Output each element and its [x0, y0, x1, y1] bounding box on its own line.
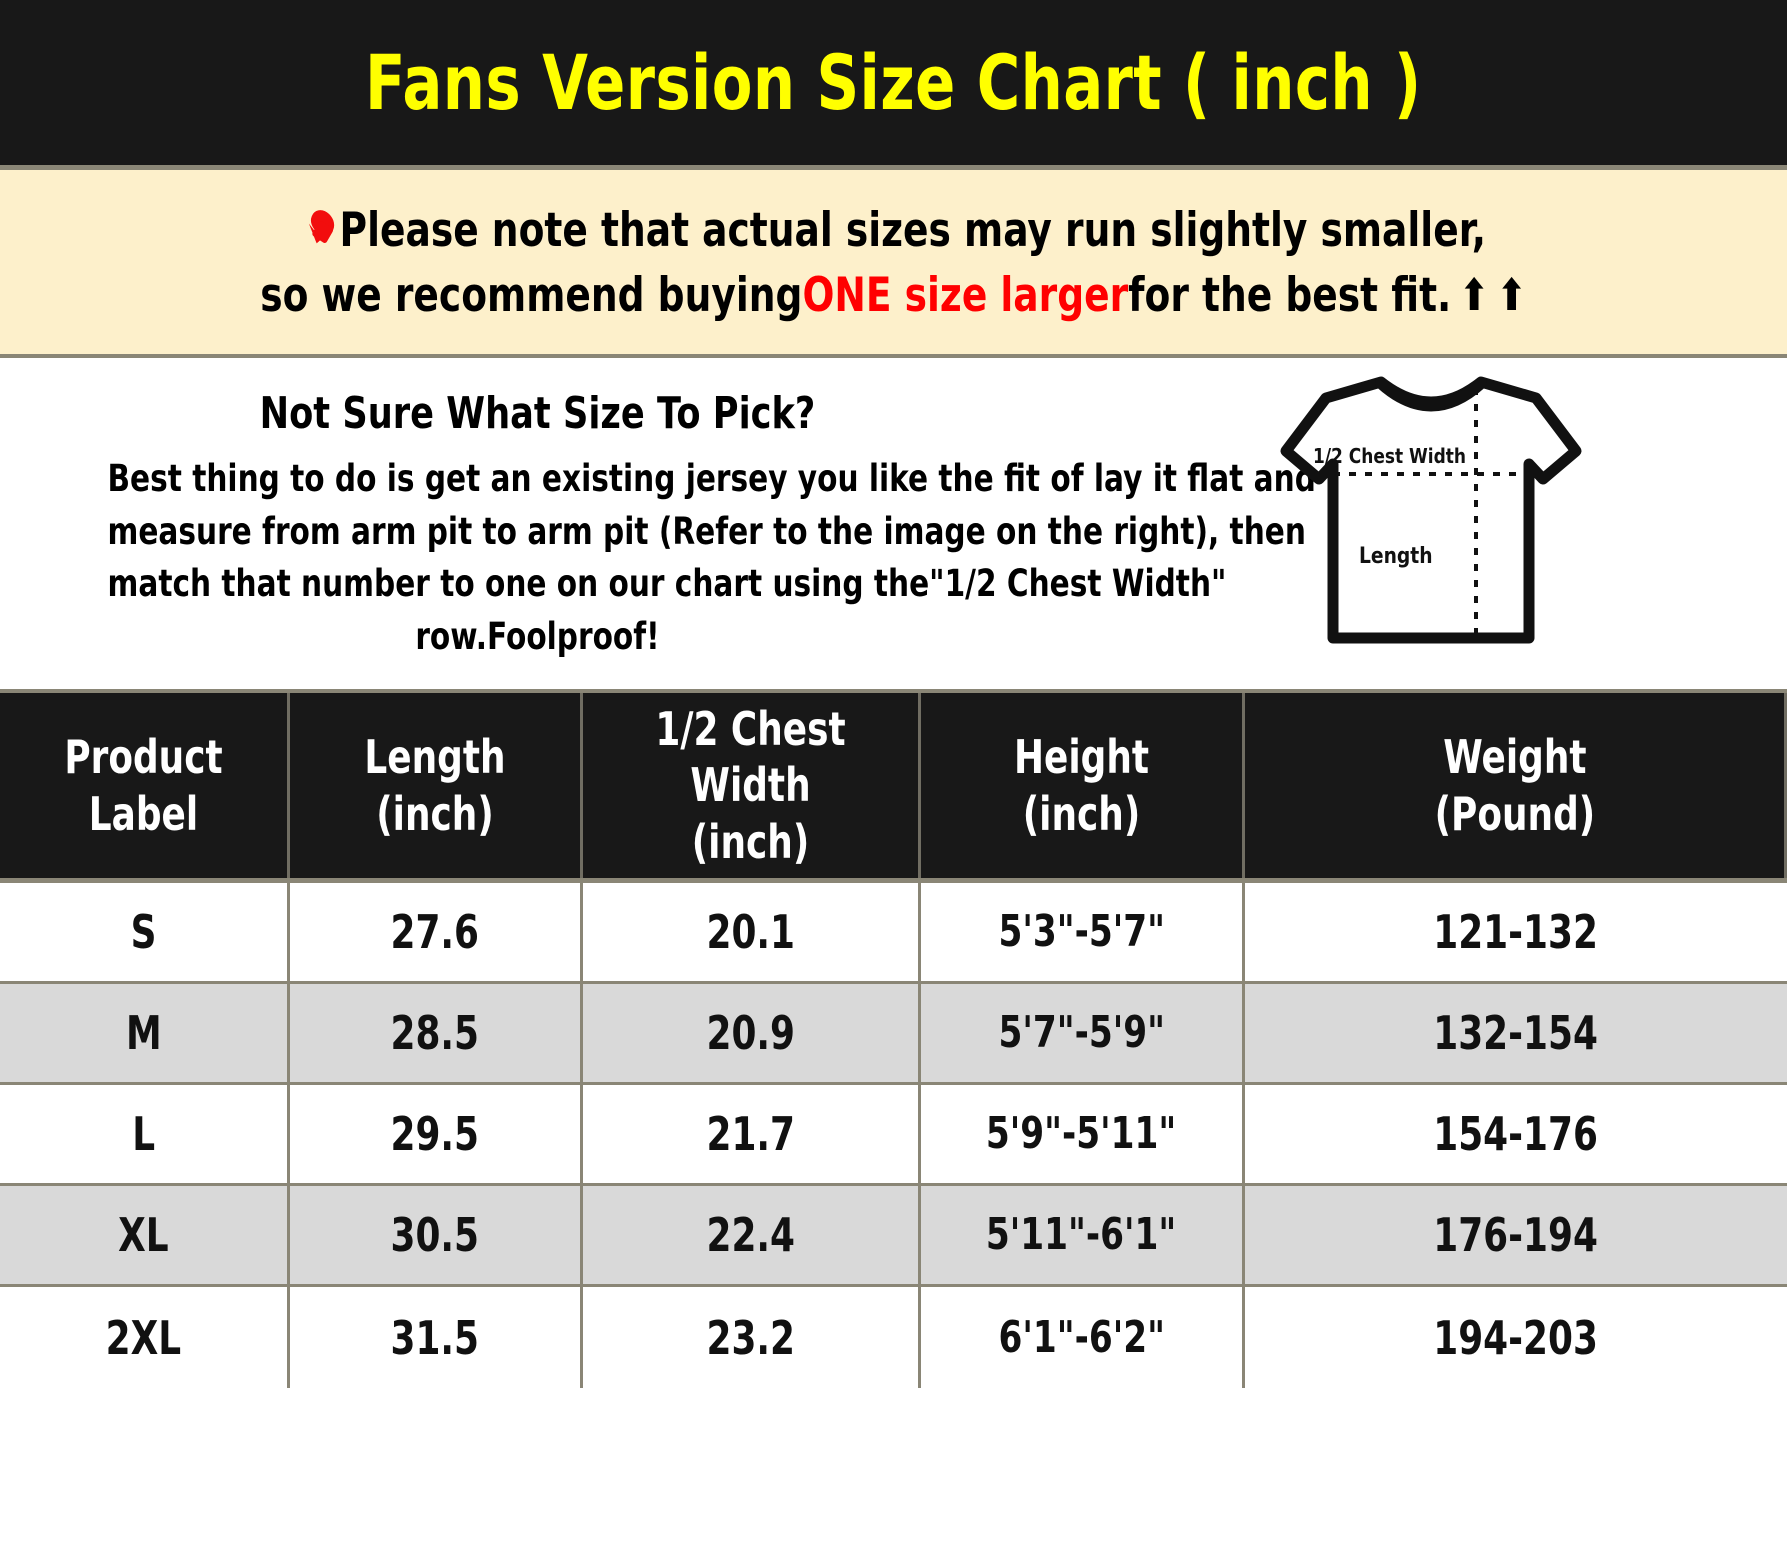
- column-header-chest-width: 1/2 Chest Width (inch): [583, 693, 921, 878]
- cell-chest-width: 22.4: [583, 1186, 921, 1284]
- notice-text-2b: for the best fit.: [1128, 268, 1452, 323]
- table-row: 2XL 31.5 23.2 6'1"-6'2" 194-203: [0, 1287, 1787, 1388]
- page-title: Fans Version Size Chart ( inch ): [365, 37, 1422, 127]
- tshirt-measurement-diagram: 1/2 Chest Width Length: [1231, 376, 1631, 646]
- notice-text-1: Please note that actual sizes may run sl…: [339, 203, 1486, 259]
- pushpin-icon: [301, 204, 338, 255]
- notice-banner: Please note that actual sizes may run sl…: [0, 170, 1787, 358]
- cell-length: 27.6: [290, 883, 583, 981]
- cell-height: 5'7"-5'9": [921, 984, 1245, 1082]
- cell-length: 29.5: [290, 1085, 583, 1183]
- cell-chest-width: 23.2: [583, 1287, 921, 1388]
- cell-weight: 194-203: [1433, 1310, 1599, 1365]
- chest-width-label: 1/2 Chest Width: [1313, 444, 1467, 468]
- column-header-product-label: Product Label: [0, 693, 290, 878]
- cell-weight: 176-194: [1433, 1208, 1599, 1262]
- arrow-up-icon-1: ⬆: [1459, 270, 1490, 322]
- cell-weight: 154-176: [1433, 1107, 1599, 1161]
- cell-product-label: S: [0, 883, 290, 981]
- cell-length: 31.5: [290, 1287, 583, 1388]
- cell-chest-width: 20.1: [583, 883, 921, 981]
- cell-height: 6'1"-6'2": [921, 1287, 1245, 1388]
- guidance-body-line-1: Best thing to do is get an existing jers…: [107, 457, 1316, 500]
- diagram-area: 1/2 Chest Width Length: [1075, 358, 1787, 646]
- length-label: Length: [1359, 544, 1433, 569]
- cell-weight: 132-154: [1433, 1006, 1599, 1060]
- table-row: L 29.5 21.7 5'9"-5'11" 154-176: [0, 1085, 1787, 1186]
- guidance-body-line-4: row.Foolproof!: [415, 614, 660, 658]
- cell-chest-width: 20.9: [583, 984, 921, 1082]
- guidance-text-block: Not Sure What Size To Pick? Best thing t…: [0, 358, 1316, 663]
- column-header-weight: Weight (Pound): [1245, 693, 1787, 878]
- cell-product-label: L: [0, 1085, 290, 1183]
- cell-chest-width: 21.7: [583, 1085, 921, 1183]
- table-row: XL 30.5 22.4 5'11"-6'1" 176-194: [0, 1186, 1787, 1287]
- guidance-body-line-2: measure from arm pit to arm pit (Refer t…: [107, 509, 1306, 553]
- cell-height: 5'11"-6'1": [921, 1186, 1245, 1284]
- cell-product-label: XL: [0, 1186, 290, 1284]
- cell-weight: 121-132: [1433, 905, 1599, 959]
- notice-highlight: ONE size larger: [802, 268, 1129, 323]
- notice-line-2: so we recommend buying ONE size larger f…: [260, 264, 1526, 329]
- table-row: M 28.5 20.9 5'7"-5'9" 132-154: [0, 984, 1787, 1085]
- table-row: S 27.6 20.1 5'3"-5'7" 121-132: [0, 883, 1787, 984]
- guidance-body-line-3: match that number to one on our chart us…: [107, 562, 1227, 606]
- cell-product-label: 2XL: [0, 1287, 290, 1388]
- column-header-height: Height (inch): [921, 693, 1245, 878]
- notice-line-1: Please note that actual sizes may run sl…: [301, 199, 1486, 264]
- size-table: Product Label Length (inch) 1/2 Chest Wi…: [0, 693, 1787, 1563]
- arrow-up-icon-2: ⬆: [1497, 270, 1527, 322]
- cell-product-label: M: [0, 984, 290, 1082]
- tshirt-icon: [1280, 376, 1582, 644]
- title-banner: Fans Version Size Chart ( inch ): [0, 0, 1787, 170]
- table-header-row: Product Label Length (inch) 1/2 Chest Wi…: [0, 693, 1787, 883]
- guidance-heading: Not Sure What Size To Pick?: [259, 388, 816, 439]
- sizing-guidance-section: Not Sure What Size To Pick? Best thing t…: [0, 358, 1787, 693]
- cell-length: 30.5: [290, 1186, 583, 1284]
- cell-height: 5'9"-5'11": [921, 1085, 1245, 1183]
- notice-text-2a: so we recommend buying: [260, 268, 803, 323]
- cell-height: 5'3"-5'7": [921, 883, 1245, 981]
- guidance-body: Best thing to do is get an existing jers…: [107, 453, 1316, 663]
- column-header-length: Length (inch): [290, 693, 583, 878]
- cell-length: 28.5: [290, 984, 583, 1082]
